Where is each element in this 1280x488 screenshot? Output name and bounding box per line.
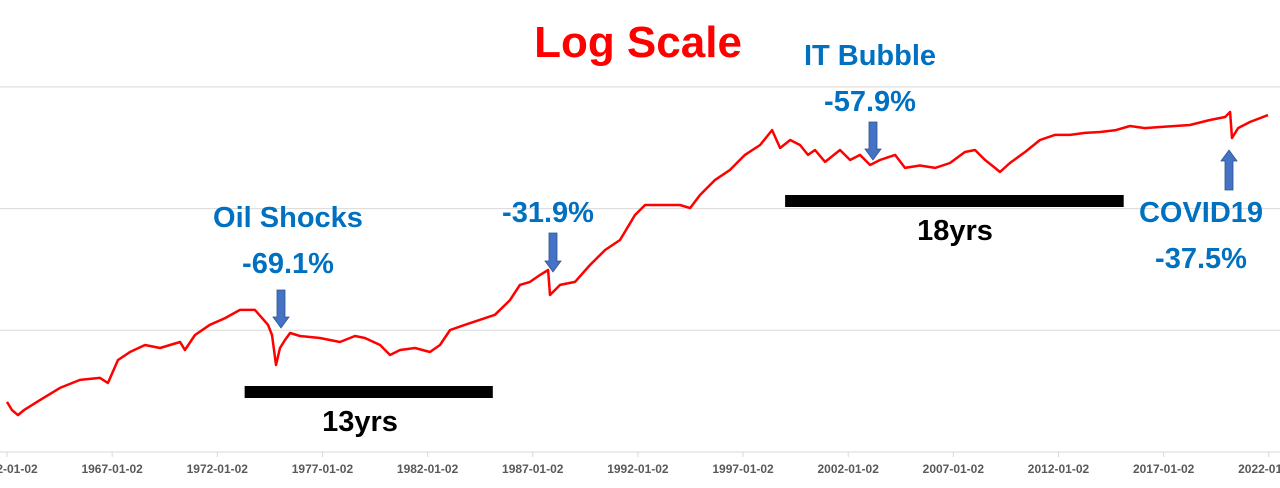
annotation-covid-title: COVID19	[1138, 197, 1264, 229]
period-bar	[244, 386, 493, 398]
period-bar	[785, 195, 1124, 207]
x-tick-label: 1982-01-02	[397, 462, 459, 476]
chart-title: Log Scale	[534, 18, 742, 67]
annotation-oil-shocks-value: -69.1%	[242, 248, 334, 280]
x-tick-label: 1972-01-02	[187, 462, 249, 476]
x-tick-label: 2007-01-02	[923, 462, 985, 476]
arrow-down-icon	[544, 232, 562, 273]
x-tick-label: 1967-01-02	[81, 462, 143, 476]
x-tick-label: 2022-01-02	[1238, 462, 1280, 476]
x-tick-label: 2012-01-02	[1028, 462, 1090, 476]
x-tick-label: 1962-01-02	[0, 462, 38, 476]
arrow-down-icon	[864, 121, 882, 161]
arrow-down-icon	[272, 289, 290, 329]
annotation-black-monday-value: -31.9%	[502, 197, 594, 229]
period-18yrs-label: 18yrs	[917, 215, 993, 247]
arrow-up-icon	[1220, 149, 1238, 191]
x-tick-label: 2002-01-02	[818, 462, 880, 476]
annotation-it-bubble-title: IT Bubble	[803, 40, 937, 72]
x-tick-label: 1977-01-02	[292, 462, 354, 476]
x-tick-label: 1992-01-02	[607, 462, 669, 476]
index-line	[5, 110, 1269, 417]
x-tick-label: 1997-01-02	[712, 462, 774, 476]
x-tick-label: 1987-01-02	[502, 462, 564, 476]
x-tick-label: 2017-01-02	[1133, 462, 1195, 476]
annotation-covid-value: -37.5%	[1155, 243, 1247, 275]
annotation-oil-shocks-title: Oil Shocks	[213, 202, 363, 234]
annotation-it-bubble-value: -57.9%	[824, 86, 916, 118]
period-13yrs-label: 13yrs	[322, 406, 398, 438]
